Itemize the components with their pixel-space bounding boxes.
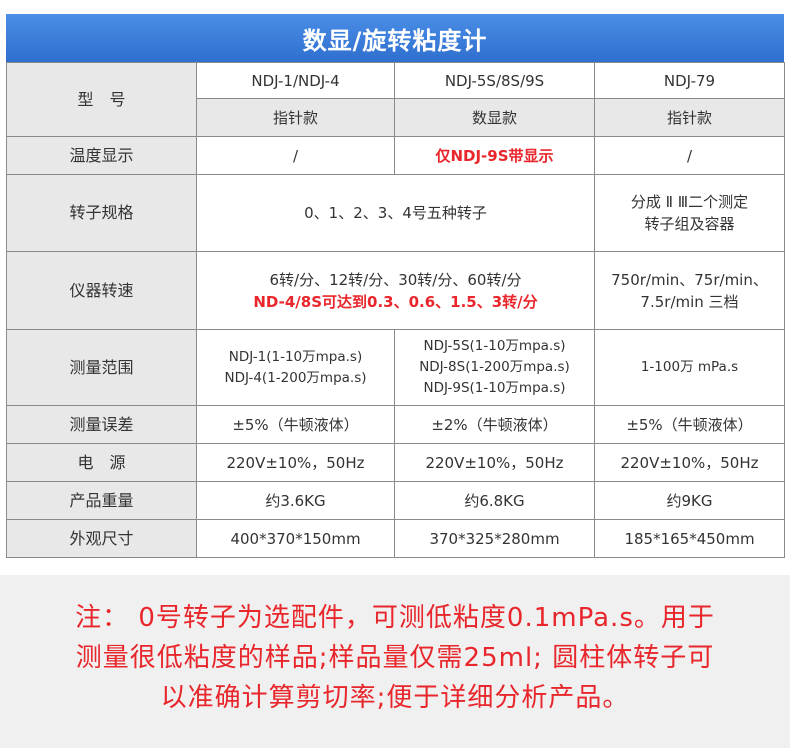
speed-col3-value: 750r/min、75r/min、 7.5r/min 三档	[594, 251, 785, 330]
weight-value-3: 约9KG	[594, 481, 785, 520]
range-col1-value: NDJ-1(1-10万mpa.s) NDJ-4(1-200万mpa.s)	[196, 329, 395, 406]
speed-col3-line-1: 750r/min、75r/min、	[611, 270, 768, 289]
speed-col3-line-2: 7.5r/min 三档	[640, 292, 739, 311]
power-value-1: 220V±10%，50Hz	[196, 443, 395, 482]
power-value-3: 220V±10%，50Hz	[594, 443, 785, 482]
model-type-1: 指针款	[196, 98, 395, 137]
temperature-value-2: 仅NDJ-9S带显示	[394, 136, 595, 175]
power-value-2: 220V±10%，50Hz	[394, 443, 595, 482]
table-row: 转子规格 0、1、2、3、4号五种转子 分成 Ⅱ Ⅲ二个测定 转子组及容器	[6, 174, 785, 252]
model-type-2: 数显款	[394, 98, 595, 137]
footnote-line-1: 注： 0号转子为选配件，可测低粘度0.1mPa.s。用于	[75, 603, 715, 633]
range-col2-line-2: NDJ-8S(1-200万mpa.s)	[419, 359, 570, 375]
speed-shared-value: 6转/分、12转/分、30转/分、60转/分 ND-4/8S可达到0.3、0.6…	[196, 251, 595, 330]
model-name-2: NDJ-5S/8S/9S	[394, 62, 595, 99]
spec-sheet: 数显/旋转粘度计 型 号 NDJ-1/NDJ-4 NDJ-5S/8S/9S ND…	[0, 0, 790, 575]
size-value-2: 370*325*280mm	[394, 519, 595, 558]
table-row: 外观尺寸 400*370*150mm 370*325*280mm 185*165…	[6, 519, 785, 558]
rotor-label: 转子规格	[6, 174, 197, 252]
range-col2-line-1: NDJ-5S(1-10万mpa.s)	[423, 338, 566, 354]
rotor-shared-value: 0、1、2、3、4号五种转子	[196, 174, 595, 252]
footnote: 注： 0号转子为选配件，可测低粘度0.1mPa.s。用于 测量很低粘度的样品;样…	[0, 598, 790, 718]
table-row: 温度显示 / 仅NDJ-9S带显示 /	[6, 136, 785, 175]
range-col1-line-2: NDJ-4(1-200万mpa.s)	[224, 369, 367, 386]
table-row: 电 源 220V±10%，50Hz 220V±10%，50Hz 220V±10%…	[6, 443, 785, 482]
table-row: 测量范围 NDJ-1(1-10万mpa.s) NDJ-4(1-200万mpa.s…	[6, 329, 785, 406]
range-label: 测量范围	[6, 329, 197, 406]
table-row: 测量误差 ±5%（牛顿液体） ±2%（牛顿液体） ±5%（牛顿液体）	[6, 405, 785, 444]
table-row: 产品重量 约3.6KG 约6.8KG 约9KG	[6, 481, 785, 520]
weight-label: 产品重量	[6, 481, 197, 520]
table-row: 型 号 NDJ-1/NDJ-4 NDJ-5S/8S/9S NDJ-79	[6, 62, 785, 137]
speed-line-2: ND-4/8S可达到0.3、0.6、1.5、3转/分	[253, 292, 538, 311]
table-row: 指针款 数显款 指针款	[7, 98, 785, 137]
page-title: 数显/旋转粘度计	[6, 14, 784, 62]
rotor-col3-line-1: 分成 Ⅱ Ⅲ二个测定	[630, 193, 749, 211]
error-value-1: ±5%（牛顿液体）	[196, 405, 395, 444]
weight-value-1: 约3.6KG	[196, 481, 395, 520]
size-value-1: 400*370*150mm	[196, 519, 395, 558]
temperature-value-1: /	[196, 136, 395, 175]
range-col3-value: 1-100万 mPa.s	[594, 329, 785, 406]
error-value-3: ±5%（牛顿液体）	[594, 405, 785, 444]
rotor-col3-value: 分成 Ⅱ Ⅲ二个测定 转子组及容器	[594, 174, 785, 252]
size-label: 外观尺寸	[6, 519, 197, 558]
weight-value-2: 约6.8KG	[394, 481, 595, 520]
temperature-label: 温度显示	[6, 136, 197, 175]
model-name-3: NDJ-79	[594, 62, 785, 99]
footnote-line-3: 以准确计算剪切率;便于详细分析产品。	[160, 683, 630, 713]
error-value-2: ±2%（牛顿液体）	[394, 405, 595, 444]
temperature-value-3: /	[594, 136, 785, 175]
rotor-col3-line-2: 转子组及容器	[644, 215, 735, 233]
table-row: 仪器转速 6转/分、12转/分、30转/分、60转/分 ND-4/8S可达到0.…	[6, 251, 785, 330]
error-label: 测量误差	[6, 405, 197, 444]
speed-line-1: 6转/分、12转/分、30转/分、60转/分	[269, 270, 522, 289]
power-label: 电 源	[6, 443, 197, 482]
speed-label: 仪器转速	[6, 251, 197, 330]
model-type-3: 指针款	[594, 98, 785, 137]
range-col2-value: NDJ-5S(1-10万mpa.s) NDJ-8S(1-200万mpa.s) N…	[394, 329, 595, 406]
range-col2-line-3: NDJ-9S(1-10万mpa.s)	[423, 380, 566, 396]
model-name-1: NDJ-1/NDJ-4	[196, 62, 395, 99]
footnote-line-2: 测量很低粘度的样品;样品量仅需25ml; 圆柱体转子可	[75, 643, 715, 673]
spec-table: 型 号 NDJ-1/NDJ-4 NDJ-5S/8S/9S NDJ-79 指针款 …	[6, 62, 785, 558]
model-label: 型 号	[6, 62, 197, 137]
size-value-3: 185*165*450mm	[594, 519, 785, 558]
range-col1-line-1: NDJ-1(1-10万mpa.s)	[228, 348, 363, 365]
